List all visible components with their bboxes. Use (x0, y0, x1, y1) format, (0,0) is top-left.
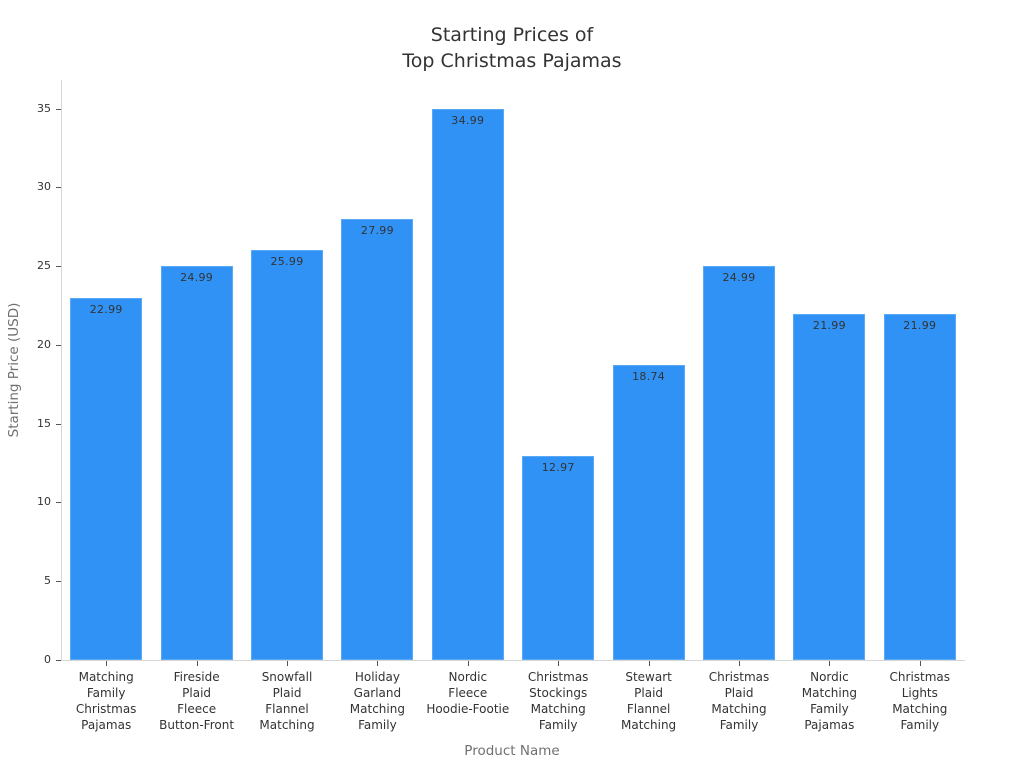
x-axis-title: Product Name (464, 743, 560, 759)
x-tick-mark (468, 661, 469, 666)
y-tick: 10 (0, 495, 61, 516)
x-axis-line (61, 660, 965, 661)
y-tick-mark (56, 187, 61, 189)
y-tick-mark (56, 108, 61, 110)
y-tick: 5 (0, 574, 61, 595)
x-tick-mark (920, 661, 921, 666)
bar-value-label: 22.99 (89, 302, 123, 316)
chart-title: Starting Prices of Top Christmas Pajamas (0, 22, 1024, 74)
y-tick-mark (56, 502, 61, 504)
bar: 12.97 (522, 455, 595, 660)
y-tick-label: 30 (37, 180, 51, 194)
x-tick-label: Stewart Plaid Flannel Matching (621, 670, 677, 732)
y-tick: 0 (0, 653, 61, 674)
x-tick-mark (197, 661, 198, 666)
bar-value-label: 21.99 (812, 318, 846, 332)
bar-value-label: 34.99 (451, 113, 485, 127)
x-tick-label: Christmas Plaid Matching Family (708, 670, 770, 732)
y-tick-mark (56, 266, 61, 268)
bar-value-label: 25.99 (270, 255, 304, 269)
bar-value-label: 24.99 (180, 271, 214, 285)
x-tick-label: Snowfall Plaid Flannel Matching (259, 670, 315, 732)
bar-value-label: 27.99 (360, 223, 394, 237)
bar: 21.99 (793, 313, 866, 660)
bar-value-label: 18.74 (632, 369, 666, 383)
y-tick-label: 35 (37, 101, 51, 115)
x-tick-label: Matching Family Christmas Pajamas (75, 670, 137, 732)
x-tick-mark (106, 661, 107, 666)
x-tick-label: Christmas Lights Matching Family (889, 670, 951, 732)
y-tick-label: 10 (37, 495, 51, 509)
y-tick-mark (56, 423, 61, 425)
x-tick-mark (558, 661, 559, 666)
bar: 22.99 (70, 297, 143, 660)
x-tick-label: Nordic Fleece Hoodie-Footie (426, 670, 510, 716)
x-tick-label: Christmas Stockings Matching Family (527, 670, 589, 732)
bar: 25.99 (251, 250, 323, 660)
x-tick-mark (649, 661, 650, 666)
y-tick: 35 (0, 102, 61, 123)
y-tick-label: 20 (37, 337, 51, 351)
bar: 24.99 (703, 266, 775, 660)
y-axis-line (61, 80, 62, 661)
bar: 21.99 (883, 313, 956, 660)
x-tick-label: Fireside Plaid Fleece Button-Front (159, 670, 235, 732)
bar-value-label: 21.99 (903, 318, 937, 332)
y-tick: 30 (0, 180, 61, 201)
bar-value-label: 12.97 (541, 460, 575, 474)
bar: 24.99 (160, 266, 233, 660)
bar: 27.99 (341, 218, 414, 660)
y-tick-label: 25 (37, 259, 51, 273)
y-tick-label: 5 (44, 574, 51, 588)
x-tick-mark (287, 661, 288, 666)
y-axis-title: Starting Price (USD) (6, 302, 22, 438)
bar: 34.99 (431, 108, 504, 660)
y-tick-label: 15 (37, 416, 51, 430)
bar: 18.74 (612, 364, 685, 660)
y-tick: 25 (0, 259, 61, 280)
x-tick-mark (739, 661, 740, 666)
y-tick-mark (56, 344, 61, 346)
y-tick-label: 0 (44, 653, 51, 666)
x-tick-mark (377, 661, 378, 666)
y-tick: 20 (0, 338, 61, 359)
chart-title-line-2: Top Christmas Pajamas (402, 50, 622, 72)
x-tick-label: Holiday Garland Matching Family (349, 670, 405, 732)
y-tick: 15 (0, 417, 61, 438)
y-tick-mark (56, 660, 61, 661)
x-tick-label: Nordic Matching Family Pajamas (801, 670, 857, 732)
bar-value-label: 24.99 (722, 271, 756, 285)
x-tick-mark (829, 661, 830, 666)
chart-title-line-1: Starting Prices of (430, 24, 594, 46)
y-tick-mark (56, 581, 61, 583)
